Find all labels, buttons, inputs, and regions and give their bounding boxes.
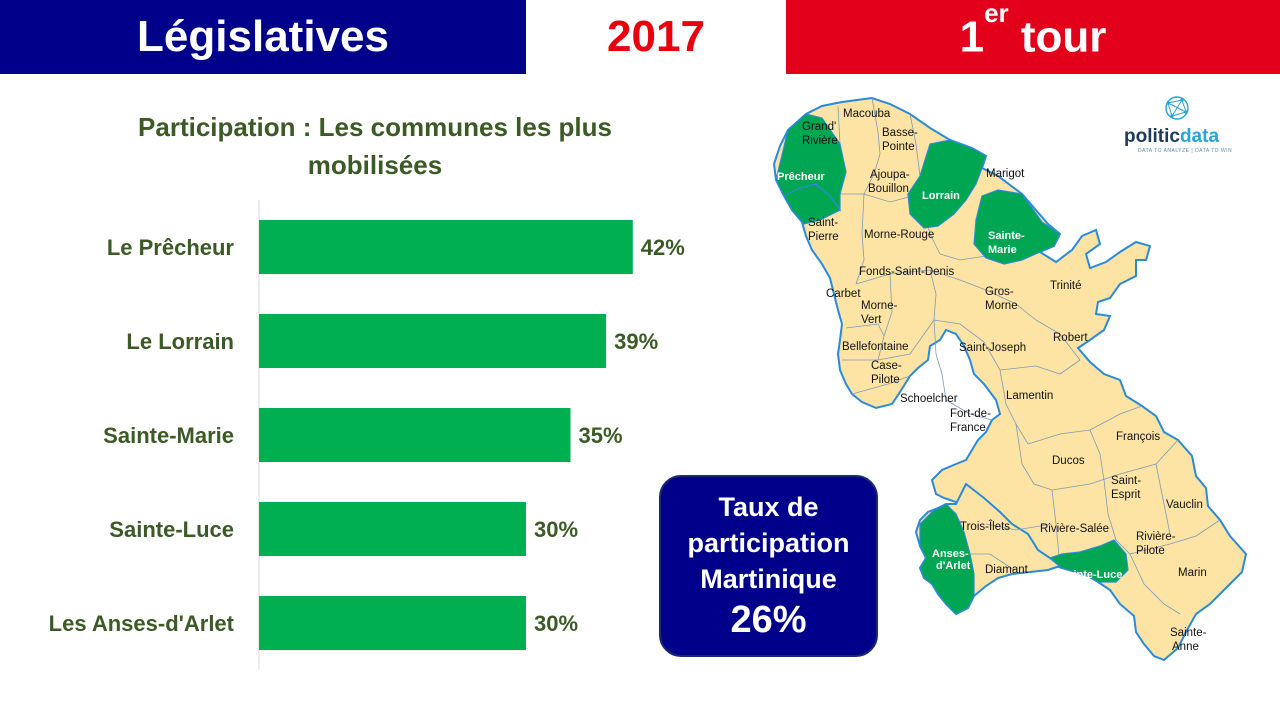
map-commune-lorrain [907, 139, 987, 229]
category-label: Sainte-Luce [109, 517, 234, 542]
map-label: Ajoupa- [870, 169, 910, 181]
map-label: Sainte- [988, 230, 1025, 242]
chart-title: Participation : Les communes les plus mo… [138, 112, 612, 180]
map-label: Vert [861, 314, 882, 326]
map-commune-sainte-marie [973, 189, 1061, 265]
map-label: Morne [985, 300, 1018, 312]
map-commune-sainte-luce [1048, 539, 1129, 583]
map-land [772, 96, 1248, 662]
info-line-2: participation [687, 528, 850, 558]
map-label: Robert [1053, 332, 1088, 344]
map-label: Prêcheur [777, 171, 825, 183]
map-label: Pierre [808, 231, 839, 243]
map-label: Trinité [1050, 280, 1082, 292]
bar-4 [259, 596, 526, 650]
bar-0 [259, 220, 633, 274]
map-label: Sainte-Luce [1060, 569, 1122, 581]
map-label: Trois-Îlets [960, 520, 1010, 533]
map-label: Diamant [985, 564, 1029, 576]
title-banner-right: 1er tour [786, 0, 1280, 74]
map-labels: Macouba Grand' Rivière Basse- Pointe Prê… [777, 108, 1207, 653]
map-label: Bellefontaine [842, 341, 909, 353]
map-label: Saint- [808, 217, 838, 229]
round-label: 1er tour [959, 0, 1107, 62]
info-line-3: Martinique [700, 564, 837, 594]
map-label: Rivière-Salée [1040, 523, 1109, 535]
map-label: d'Arlet [936, 560, 971, 572]
map-label: Lorrain [922, 190, 960, 202]
map-label: Anne [1172, 641, 1199, 653]
value-label: 39% [614, 329, 658, 354]
map-label: France [950, 422, 986, 434]
map-label: Fort-de- [950, 408, 991, 420]
map-label: Gros- [985, 286, 1014, 298]
category-label: Le Prêcheur [107, 235, 235, 260]
map-label: Grand' [802, 121, 836, 133]
map-label: Saint-Joseph [959, 342, 1026, 354]
participation-rate-value: 26% [730, 599, 807, 641]
category-label: Sainte-Marie [103, 423, 234, 448]
logo-name: politicdata [1124, 126, 1220, 147]
title-banner-left: Législatives [0, 0, 526, 74]
martinique-map: Macouba Grand' Rivière Basse- Pointe Prê… [772, 96, 1248, 662]
map-label: Marie [988, 244, 1017, 256]
value-label: 35% [579, 423, 623, 448]
map-commune-anses-darlet [919, 503, 975, 615]
map-label: Pilote [1136, 545, 1165, 557]
value-label: 30% [534, 517, 578, 542]
map-label: Rivière- [1136, 531, 1176, 543]
bar-3 [259, 502, 526, 556]
map-label: Schoelcher [900, 393, 958, 405]
category-label: Les Anses-d'Arlet [49, 611, 235, 636]
map-label: Case- [871, 360, 902, 372]
bar-1 [259, 314, 607, 368]
title-banner-middle: 2017 [526, 0, 786, 74]
map-label: Morne-Rouge [864, 229, 934, 241]
map-label: Pointe [882, 141, 915, 153]
participation-rate-box: Taux de participation Martinique 26% [659, 475, 878, 657]
map-label: Pilote [871, 374, 900, 386]
map-label: Anses- [932, 548, 969, 560]
map-label: François [1116, 431, 1160, 443]
map-label: Macouba [843, 108, 891, 120]
map-label: Ducos [1052, 455, 1085, 467]
map-label: Lamentin [1006, 390, 1053, 402]
map-label: Fonds-Saint-Denis [859, 266, 954, 278]
election-title: Législatives [137, 12, 389, 61]
map-label: Esprit [1111, 489, 1141, 501]
map-label: Saint- [1111, 475, 1141, 487]
bar-2 [259, 408, 571, 462]
map-label: Carbet [826, 288, 861, 300]
value-label: 42% [641, 235, 685, 260]
logo-tagline: DATA TO ANALYZE | DATA TO WIN [1138, 148, 1233, 154]
map-label: Sainte- [1170, 627, 1207, 639]
map-label: Marin [1178, 567, 1207, 579]
info-line-1: Taux de [718, 492, 819, 522]
election-year: 2017 [607, 12, 705, 61]
map-label: Morne- [861, 300, 898, 312]
value-label: 30% [534, 611, 578, 636]
map-label: Vauclin [1166, 499, 1203, 511]
map-label: Basse- [882, 127, 918, 139]
map-commune-precheur-2 [783, 183, 841, 225]
map-label: Rivière [802, 135, 838, 147]
category-label: Le Lorrain [126, 329, 234, 354]
map-label: Marigot [986, 168, 1025, 180]
politicdata-logo-icon [1165, 96, 1189, 120]
map-label: Bouillon [868, 183, 909, 195]
bar-chart: Le Prêcheur 42% Le Lorrain 39% Sainte-Marie 3… [49, 200, 685, 670]
